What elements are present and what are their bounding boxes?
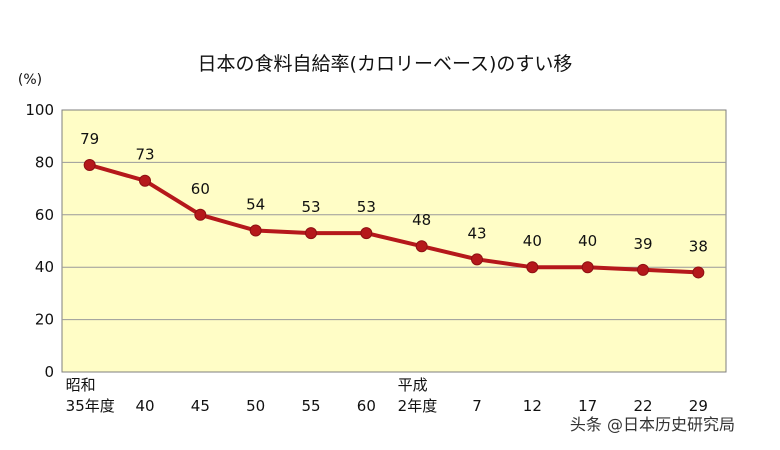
data-point-9: [581, 261, 594, 274]
data-label-8: 40: [523, 232, 542, 250]
x-tick-label-1: 40: [135, 397, 154, 415]
data-label-3: 54: [246, 196, 265, 214]
data-point-10: [637, 263, 649, 276]
data-label-6: 48: [412, 211, 431, 229]
watermark-text: 头条 @日本历史研究局: [570, 415, 735, 434]
data-label-11: 38: [689, 237, 708, 255]
x-tick-label-3: 50: [246, 397, 265, 415]
data-label-2: 60: [191, 180, 210, 198]
x-tick-label-8: 12: [523, 397, 542, 415]
data-point-6: [415, 240, 428, 253]
chart-title: 日本の食料自給率(カロリーベース)のすい移: [198, 53, 573, 75]
x-tick-label-11: 29: [689, 397, 708, 415]
data-label-1: 73: [135, 146, 154, 164]
data-label-9: 40: [578, 232, 597, 250]
data-point-1: [139, 174, 151, 187]
x-tick-label-6-line-1: 2年度: [398, 397, 438, 415]
data-label-0: 79: [80, 130, 99, 148]
data-point-7: [471, 253, 483, 266]
x-tick-label-0: 昭和 35年度: [66, 376, 115, 415]
y-tick-label-40: 40: [35, 258, 54, 276]
x-tick-label-10: 22: [633, 397, 652, 415]
data-label-7: 43: [467, 224, 486, 242]
data-point-11: [692, 266, 705, 279]
y-tick-label-80: 80: [35, 153, 54, 171]
data-point-2: [194, 208, 207, 221]
x-tick-label-4: 55: [301, 397, 320, 415]
x-tick-label-0-line-1: 35年度: [66, 397, 115, 415]
data-point-5: [360, 227, 373, 240]
x-tick-label-9: 17: [578, 397, 597, 415]
y-tick-label-0: 0: [44, 363, 54, 381]
y-tick-label-100: 100: [25, 101, 54, 119]
x-axis-ticks: 昭和 35年度 40 45 50 55 60 平成 2年度 7 12 17 22 29: [66, 376, 708, 415]
x-tick-label-7: 7: [472, 397, 482, 415]
data-label-5: 53: [357, 198, 376, 216]
data-point-4: [305, 227, 317, 240]
data-point-0: [83, 159, 96, 172]
x-tick-label-0-line-0: 昭和: [66, 376, 96, 394]
y-axis-unit-label: (%): [18, 72, 42, 88]
series-markers: [83, 159, 705, 279]
data-point-3: [249, 224, 262, 237]
data-label-10: 39: [633, 235, 652, 253]
x-tick-label-6: 平成 2年度: [398, 376, 438, 415]
y-tick-label-20: 20: [35, 311, 54, 329]
data-labels: 79 73 60 54 53 53 48 43 40 40 39 38: [80, 130, 708, 255]
y-tick-label-60: 60: [35, 206, 54, 224]
x-tick-label-2: 45: [191, 397, 210, 415]
x-tick-label-5: 60: [357, 397, 376, 415]
x-tick-label-6-line-0: 平成: [398, 376, 428, 394]
y-axis-ticks: 0 20 40 60 80 100: [25, 101, 54, 381]
data-label-4: 53: [301, 198, 320, 216]
series-line-self-sufficiency: [89, 163, 699, 275]
data-point-8: [526, 261, 539, 274]
